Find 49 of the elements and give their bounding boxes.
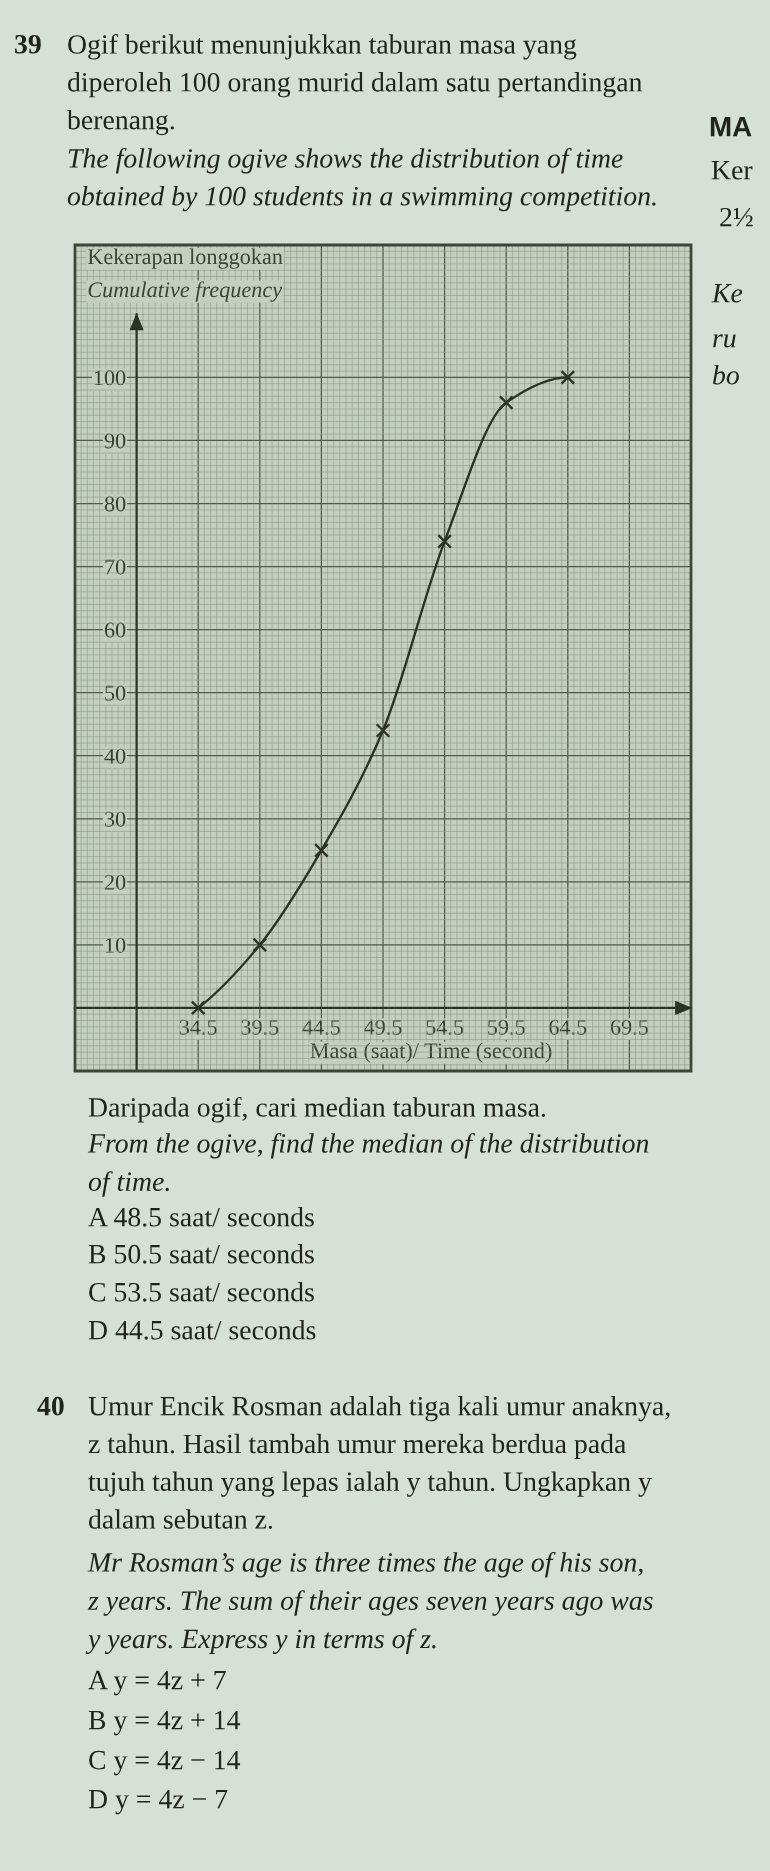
text: ru	[713, 334, 736, 348]
x-tick-label: 34.5	[179, 1019, 217, 1035]
text: B y = 4z + 14	[88, 1710, 241, 1736]
y-tick-label: 80	[104, 496, 126, 512]
point	[560, 369, 576, 385]
y-tick-label: 10	[105, 937, 126, 953]
x-axis-title: Masa (saat)/ Time (second)	[310, 1042, 552, 1063]
x-tick-label: 49.5	[363, 1019, 402, 1035]
y-tick-label: 50	[105, 685, 126, 701]
text: D y = 4z − 7	[88, 1789, 228, 1815]
point	[375, 723, 391, 738]
x-tick-label: 39.5	[241, 1019, 279, 1035]
text: C 53.5 saat/ seconds	[89, 1282, 314, 1302]
text: B 50.5 saat/ seconds	[88, 1244, 314, 1264]
text: MA	[710, 117, 752, 137]
x-tick-label: 54.5	[426, 1019, 464, 1035]
chart-title: Ogif berikut menunjukkan taburan masa yang diperoleh 100 orang murid dalam satu pertandingan berenang.	[67, 34, 643, 136]
x-tick-label: 44.5	[302, 1019, 340, 1035]
x-tick-label: 64.5	[549, 1019, 587, 1035]
text: bo	[713, 365, 739, 385]
y-tick-label: 100	[94, 370, 126, 386]
text: Mr Rosman’s age is three times the age of his son, z years. The sum of their ages seven years ago was y years. Express y in terms of z.	[85, 1552, 653, 1654]
x-tick-label: 59.5	[488, 1019, 525, 1035]
text: Ker	[711, 161, 753, 180]
text: A 48.5 saat/ seconds	[88, 1207, 314, 1227]
point	[313, 842, 329, 858]
text: Ke	[711, 284, 743, 303]
point	[252, 937, 268, 953]
chart-subtitle: The following ogive shows the distribution of time obtained by 100 students in a swimming competition.	[67, 148, 656, 212]
text: From the ogive, find the median of the distribution of time.	[87, 1133, 649, 1197]
y-tick-label: 70	[105, 559, 126, 575]
text: Umur Encik Rosman adalah tiga kali umur anaknya, z tahun. Hasil tambah umur mereka berdua pada tujuh tahun yang lepas ialah y tahun. Ungkapkan y dalam sebutan z.	[88, 1396, 670, 1529]
text: D 44.5 saat/ seconds	[88, 1320, 316, 1340]
y-axis-title: Kekerapan longgokan Cumulative frequency	[87, 248, 283, 302]
text: C y = 4z − 14	[89, 1750, 241, 1776]
y-tick-label: 90	[104, 433, 126, 449]
text: 2½	[720, 207, 753, 227]
text: 40	[37, 1396, 64, 1416]
text: Daripada ogif, cari median taburan masa.	[88, 1097, 546, 1123]
y-tick-label: 40	[104, 748, 126, 764]
point	[498, 395, 514, 411]
text: 39	[15, 34, 41, 54]
y-tick-label: 60	[104, 622, 126, 638]
text: A y = 4z + 7	[88, 1670, 226, 1696]
y-tick-label: 30	[105, 811, 126, 827]
point	[190, 1000, 206, 1016]
x-tick-label: 69.5	[610, 1019, 648, 1035]
y-tick-label: 20	[104, 874, 126, 890]
point	[437, 533, 453, 549]
